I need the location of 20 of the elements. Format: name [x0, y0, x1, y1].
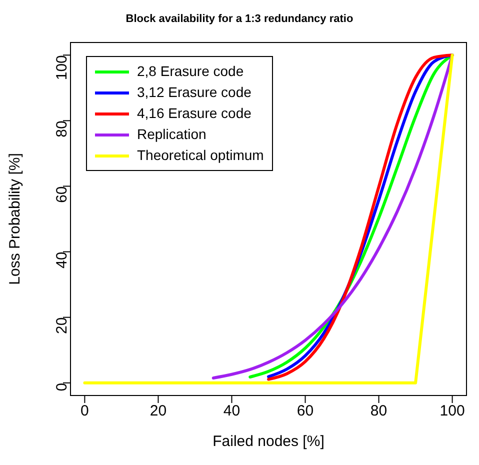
legend-label: Theoretical optimum — [137, 146, 264, 165]
x-tick-label: 100 — [440, 402, 465, 420]
y-tick-label: 60 — [53, 186, 70, 203]
y-tick-label: 100 — [53, 55, 70, 80]
chart-title: Block availability for a 1:3 redundancy ratio — [124, 12, 354, 27]
legend-label: 2,8 Erasure code — [137, 62, 244, 81]
x-tick-label: 40 — [223, 402, 240, 420]
x-tick-label: 0 — [80, 402, 89, 420]
x-tick-label: 60 — [296, 402, 314, 420]
legend-label: Replication — [137, 125, 206, 144]
y-axis-title: Loss Probability [%] — [6, 153, 24, 285]
y-tick-label: 0 — [53, 382, 70, 392]
x-axis-title: Failed nodes [%] — [212, 433, 324, 450]
y-tick-label: 80 — [53, 120, 70, 138]
x-tick-label: 20 — [150, 402, 167, 420]
x-tick-label: 80 — [370, 402, 388, 420]
legend-label: 3,12 Erasure code — [137, 83, 252, 102]
legend-label: 4,16 Erasure code — [137, 104, 252, 123]
y-tick-label: 20 — [53, 317, 70, 334]
y-tick-label: 40 — [53, 252, 70, 268]
